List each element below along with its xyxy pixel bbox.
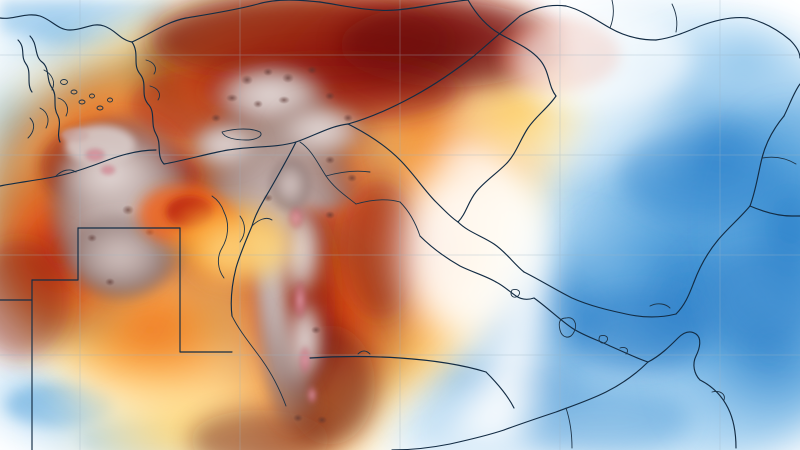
neutral-band bbox=[400, 10, 690, 450]
offscale-extreme-field bbox=[43, 60, 370, 439]
